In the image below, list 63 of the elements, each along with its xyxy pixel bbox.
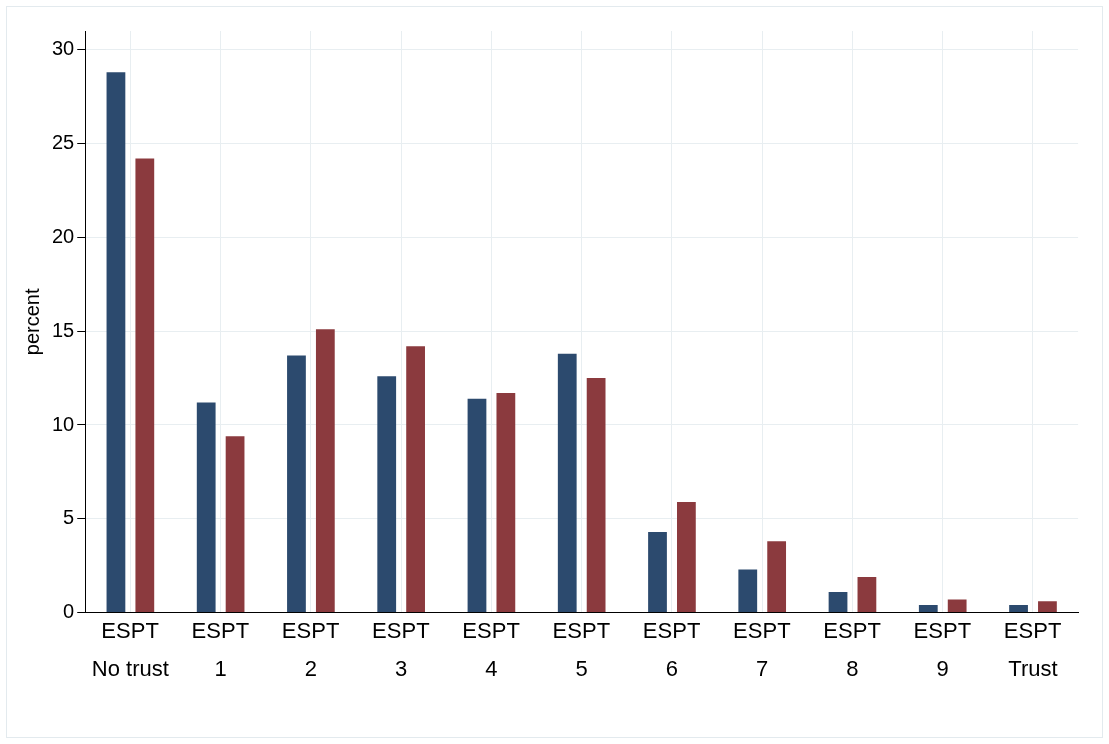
bar — [557, 353, 577, 613]
text: ES — [913, 617, 943, 643]
bar — [377, 376, 397, 613]
series-label: PT — [311, 617, 340, 643]
y-axis-title: percent — [20, 288, 43, 356]
x-tick-label: 6 — [665, 655, 679, 681]
text: ES — [552, 617, 582, 643]
y-tick-label: 30 — [52, 37, 75, 60]
x-tick-label: 2 — [304, 655, 318, 681]
text: PT — [221, 617, 250, 643]
text: PT — [491, 617, 520, 643]
bar — [106, 72, 126, 613]
bar — [1009, 605, 1028, 613]
x-tick-label: 5 — [575, 655, 588, 681]
x-tick-label: 1 — [214, 655, 227, 681]
bar — [947, 599, 967, 613]
bar — [135, 158, 155, 613]
bar — [287, 355, 306, 613]
y-tick-label: 0 — [63, 600, 75, 623]
bar — [677, 501, 696, 613]
text: ES — [281, 617, 312, 643]
text: PT — [130, 617, 159, 643]
text: ES — [462, 617, 492, 643]
text: ES — [733, 617, 763, 643]
bar — [918, 605, 938, 613]
text: ES — [191, 617, 221, 643]
y-tick-label: 10 — [52, 412, 75, 435]
x-tick-label: 8 — [846, 655, 859, 681]
bar — [406, 346, 425, 613]
bar — [767, 541, 787, 613]
y-tick-label: 5 — [63, 506, 75, 529]
x-tick-label: 9 — [936, 655, 949, 681]
text: PT — [852, 617, 881, 643]
text: PT — [943, 617, 972, 643]
x-tick-label: 4 — [485, 655, 498, 681]
bar — [586, 378, 606, 613]
y-tick-label: 15 — [52, 318, 75, 341]
bar — [857, 576, 877, 613]
bar — [467, 398, 487, 613]
x-tick-label: No trust — [91, 655, 169, 681]
bar — [315, 329, 335, 613]
x-tick-label: 7 — [756, 655, 769, 681]
bar — [196, 402, 216, 613]
bar — [828, 591, 848, 613]
bar — [648, 531, 667, 613]
text: PT — [401, 617, 430, 643]
x-tick-label: Trust — [1008, 655, 1058, 681]
text: PT — [672, 617, 701, 643]
x-tick-label: 3 — [395, 655, 408, 681]
text: PT — [762, 617, 791, 643]
text: PT — [582, 617, 611, 643]
y-tick-label: 20 — [52, 224, 75, 247]
text: ES — [1003, 617, 1034, 643]
bar — [1038, 601, 1057, 613]
text: ES — [101, 617, 131, 643]
bar — [738, 569, 758, 613]
text: ES — [642, 617, 673, 643]
y-tick-label: 25 — [52, 131, 75, 154]
series-label: ES — [372, 617, 402, 643]
bar — [496, 393, 516, 613]
bar — [225, 436, 245, 613]
text: PT — [1033, 617, 1062, 643]
text: ES — [823, 617, 853, 643]
